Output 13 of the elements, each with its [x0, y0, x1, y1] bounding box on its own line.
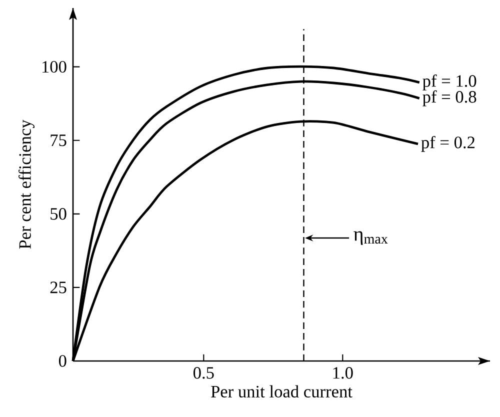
series-label: pf = 1.0: [422, 74, 476, 90]
x-axis-title: Per unit load current: [211, 385, 352, 398]
series-label: pf = 0.2: [421, 136, 475, 152]
x-tick-label: 1.0: [333, 367, 353, 379]
y-tick-label: 75: [50, 134, 66, 146]
y-tick-label: 100: [42, 60, 66, 73]
y-axis-title: Per cent efficiency: [18, 120, 34, 249]
annotation: η$_{max}$: [354, 231, 388, 245]
y-tick-label: 25: [50, 282, 66, 294]
y-tick-label: 0: [58, 355, 66, 367]
series-label: pf = 0.8: [422, 90, 476, 106]
x-tick-label: 0.5: [194, 367, 214, 379]
y-tick-label: 50: [50, 208, 66, 220]
